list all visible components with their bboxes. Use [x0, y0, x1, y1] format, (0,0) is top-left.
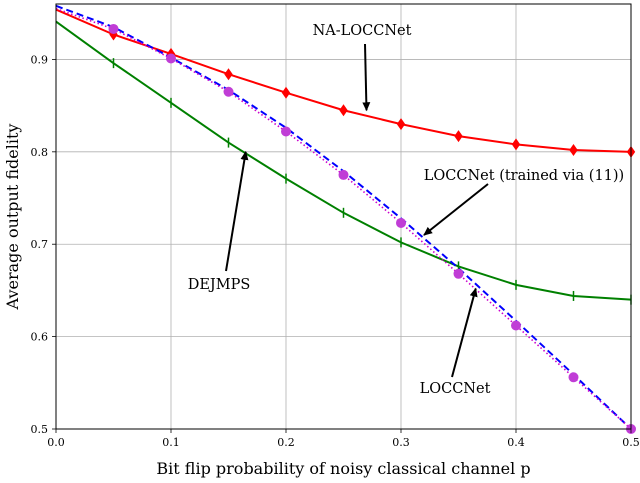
data-point	[453, 268, 464, 279]
data-point	[339, 104, 348, 117]
annotation-arrow	[225, 150, 249, 272]
data-point	[108, 23, 119, 34]
data-point	[166, 53, 176, 64]
annotation-arrow	[423, 183, 489, 236]
annotation-label: LOCCNet (trained via (11))	[424, 168, 624, 184]
series-line	[55, 7, 632, 430]
y-tick-label: 0.5	[31, 423, 49, 436]
x-axis-label: Bit flip probability of noisy classical …	[156, 459, 530, 478]
annotation-label: DEJMPS	[188, 277, 251, 293]
data-point	[109, 28, 118, 41]
data-point	[568, 372, 579, 383]
annotation-arrow	[362, 43, 371, 112]
data-point	[223, 86, 234, 97]
x-tick-label: 0.2	[277, 436, 295, 449]
annotations: NA-LOCCNet LOCCNet (trained via (11)) DEJM…	[188, 23, 625, 397]
annotation-label: LOCCNet	[420, 381, 491, 397]
x-tick-label: 0.0	[47, 436, 65, 449]
data-point	[511, 320, 521, 331]
y-axis-label: Average output fidelity	[3, 124, 22, 311]
y-tick-label: 0.8	[31, 146, 49, 159]
annotation-label: NA-LOCCNet	[313, 23, 412, 39]
axis-ticks: 0.0 0.1 0.2 0.3 0.4 0.5 0.5 0.6 0.7 0.8 0.9	[31, 53, 640, 449]
x-tick-label: 0.4	[507, 436, 525, 449]
plot-frame	[55, 3, 632, 430]
series-markers	[108, 23, 636, 434]
data-point	[281, 126, 291, 137]
data-point	[454, 130, 463, 143]
y-tick-label: 0.6	[31, 331, 49, 344]
data-point	[396, 118, 406, 131]
data-point	[511, 138, 521, 151]
y-tick-label: 0.7	[31, 238, 49, 251]
data-point	[569, 143, 578, 156]
data-point	[396, 217, 406, 228]
y-tick-label: 0.9	[31, 53, 49, 66]
x-tick-label: 0.5	[622, 436, 640, 449]
annotation-arrow	[451, 287, 478, 378]
data-point	[338, 169, 349, 180]
series-line	[55, 20, 632, 301]
data-point	[224, 68, 233, 81]
data-point	[281, 86, 291, 99]
x-tick-label: 0.1	[162, 436, 180, 449]
x-tick-label: 0.3	[392, 436, 410, 449]
